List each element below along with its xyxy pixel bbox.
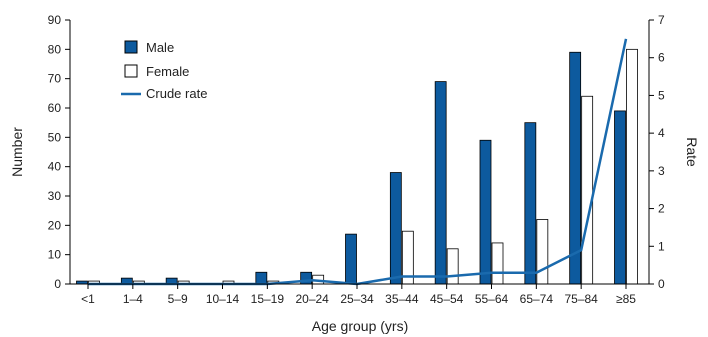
bar-female	[446, 248, 459, 285]
x-tick-label: 15–19	[251, 292, 285, 306]
y2-tick-label: 0	[658, 277, 665, 291]
right-y-ticks: 0 1 2 3 4 5 6 7	[649, 13, 665, 291]
x-tick-label: 20–24	[295, 292, 329, 306]
legend-female-swatch	[124, 64, 138, 78]
y2-axis-title: Rate	[684, 137, 700, 167]
x-axis-title: Age group (yrs)	[312, 318, 408, 334]
bar-male	[524, 122, 537, 285]
x-tick-label: 45–54	[430, 292, 464, 306]
left-y-ticks: 0 10 20 30 40 50 60 70 80 90	[48, 13, 70, 291]
bar-male	[479, 139, 492, 285]
x-tick-label: 5–9	[168, 292, 188, 306]
bar-male	[389, 172, 402, 285]
bars-group	[76, 48, 638, 285]
y-tick-label: 20	[48, 218, 62, 232]
x-tick-label: ≥85	[616, 292, 636, 306]
bar-male	[434, 81, 447, 285]
y-tick-label: 90	[48, 13, 62, 27]
y-tick-label: 0	[54, 277, 61, 291]
y-tick-label: 60	[48, 101, 62, 115]
y-tick-label: 30	[48, 189, 62, 203]
bar-female	[581, 95, 594, 285]
y2-tick-label: 4	[658, 126, 665, 140]
x-tick-label: 25–34	[340, 292, 374, 306]
y-tick-label: 50	[48, 130, 62, 144]
y2-tick-label: 1	[658, 239, 665, 253]
y2-tick-label: 2	[658, 202, 665, 216]
y-axis-title: Number	[9, 127, 25, 177]
legend: Male Female Crude rate	[121, 40, 207, 101]
y-tick-label: 70	[48, 72, 62, 86]
legend-female-label: Female	[146, 64, 189, 79]
y2-tick-label: 6	[658, 51, 665, 65]
x-tick-label: <1	[81, 292, 95, 306]
bar-male	[569, 51, 582, 285]
bar-female	[626, 48, 638, 285]
y-tick-label: 80	[48, 42, 62, 56]
y2-tick-label: 5	[658, 88, 665, 102]
x-tick-label: 10–14	[206, 292, 240, 306]
x-tick-label: 1–4	[123, 292, 143, 306]
legend-crude-rate-label: Crude rate	[146, 86, 207, 101]
x-tick-label: 75–84	[564, 292, 598, 306]
y-tick-label: 10	[48, 248, 62, 262]
bar-male	[345, 233, 357, 285]
legend-male-swatch	[124, 40, 138, 54]
y2-tick-label: 3	[658, 164, 665, 178]
bar-male	[614, 110, 626, 285]
x-tick-label: 65–74	[520, 292, 554, 306]
x-tick-label: 55–64	[475, 292, 509, 306]
x-tick-label: 35–44	[385, 292, 419, 306]
bar-female	[491, 242, 504, 285]
bar-male	[255, 271, 268, 285]
legend-male-label: Male	[146, 40, 174, 55]
x-ticks: <1 1–4 5–9 10–14 15–19 20–24 25–34 35–44 45–54 55…	[81, 284, 636, 306]
y2-tick-label: 7	[658, 13, 665, 27]
y-tick-label: 40	[48, 160, 62, 174]
bar-female	[536, 219, 549, 285]
